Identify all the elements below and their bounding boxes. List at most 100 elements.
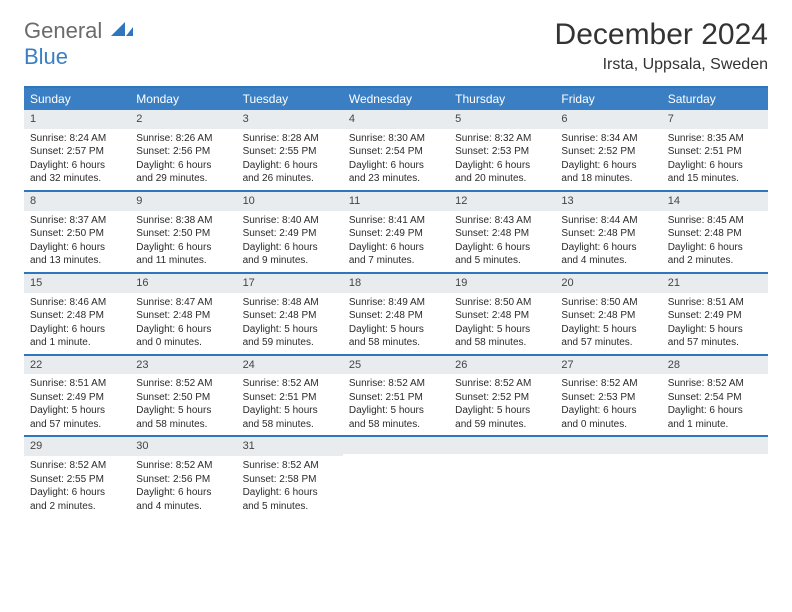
day-number: 22 [24, 356, 130, 375]
daylight-text: Daylight: 5 hours and 57 minutes. [561, 323, 655, 350]
sunset-text: Sunset: 2:56 PM [136, 473, 230, 487]
sunrise-text: Sunrise: 8:52 AM [668, 377, 762, 391]
day-body: Sunrise: 8:48 AMSunset: 2:48 PMDaylight:… [237, 293, 343, 354]
sunset-text: Sunset: 2:49 PM [30, 391, 124, 405]
day-cell: 11Sunrise: 8:41 AMSunset: 2:49 PMDayligh… [343, 192, 449, 272]
sunrise-text: Sunrise: 8:43 AM [455, 214, 549, 228]
daylight-text: Daylight: 6 hours and 11 minutes. [136, 241, 230, 268]
sunset-text: Sunset: 2:58 PM [243, 473, 337, 487]
day-body: Sunrise: 8:52 AMSunset: 2:58 PMDaylight:… [237, 456, 343, 517]
day-number: 11 [343, 192, 449, 211]
day-body: Sunrise: 8:32 AMSunset: 2:53 PMDaylight:… [449, 129, 555, 190]
day-cell: 4Sunrise: 8:30 AMSunset: 2:54 PMDaylight… [343, 110, 449, 190]
day-number: 16 [130, 274, 236, 293]
day-cell: 3Sunrise: 8:28 AMSunset: 2:55 PMDaylight… [237, 110, 343, 190]
daylight-text: Daylight: 6 hours and 23 minutes. [349, 159, 443, 186]
day-cell: 30Sunrise: 8:52 AMSunset: 2:56 PMDayligh… [130, 437, 236, 517]
day-number: 27 [555, 356, 661, 375]
day-cell: 22Sunrise: 8:51 AMSunset: 2:49 PMDayligh… [24, 356, 130, 436]
day-body: Sunrise: 8:52 AMSunset: 2:51 PMDaylight:… [237, 374, 343, 435]
weekday-header: Tuesday [237, 88, 343, 110]
daylight-text: Daylight: 5 hours and 58 minutes. [455, 323, 549, 350]
week-row: 15Sunrise: 8:46 AMSunset: 2:48 PMDayligh… [24, 272, 768, 354]
day-body: Sunrise: 8:24 AMSunset: 2:57 PMDaylight:… [24, 129, 130, 190]
sunset-text: Sunset: 2:48 PM [349, 309, 443, 323]
day-cell: 26Sunrise: 8:52 AMSunset: 2:52 PMDayligh… [449, 356, 555, 436]
sunrise-text: Sunrise: 8:41 AM [349, 214, 443, 228]
sunset-text: Sunset: 2:54 PM [668, 391, 762, 405]
daylight-text: Daylight: 6 hours and 0 minutes. [136, 323, 230, 350]
day-number: 19 [449, 274, 555, 293]
day-body: Sunrise: 8:47 AMSunset: 2:48 PMDaylight:… [130, 293, 236, 354]
day-number: 12 [449, 192, 555, 211]
weekday-header: Friday [555, 88, 661, 110]
sunset-text: Sunset: 2:50 PM [136, 227, 230, 241]
daylight-text: Daylight: 5 hours and 57 minutes. [668, 323, 762, 350]
day-cell: 28Sunrise: 8:52 AMSunset: 2:54 PMDayligh… [662, 356, 768, 436]
sunrise-text: Sunrise: 8:52 AM [136, 459, 230, 473]
day-number: 24 [237, 356, 343, 375]
sunrise-text: Sunrise: 8:50 AM [561, 296, 655, 310]
daylight-text: Daylight: 6 hours and 5 minutes. [243, 486, 337, 513]
day-cell: 20Sunrise: 8:50 AMSunset: 2:48 PMDayligh… [555, 274, 661, 354]
day-number [555, 437, 661, 454]
daylight-text: Daylight: 6 hours and 2 minutes. [668, 241, 762, 268]
daylight-text: Daylight: 6 hours and 26 minutes. [243, 159, 337, 186]
day-body: Sunrise: 8:52 AMSunset: 2:56 PMDaylight:… [130, 456, 236, 517]
sunset-text: Sunset: 2:48 PM [668, 227, 762, 241]
day-cell: 12Sunrise: 8:43 AMSunset: 2:48 PMDayligh… [449, 192, 555, 272]
sunset-text: Sunset: 2:52 PM [561, 145, 655, 159]
sunset-text: Sunset: 2:53 PM [561, 391, 655, 405]
day-number: 31 [237, 437, 343, 456]
day-cell: 25Sunrise: 8:52 AMSunset: 2:51 PMDayligh… [343, 356, 449, 436]
week-row: 22Sunrise: 8:51 AMSunset: 2:49 PMDayligh… [24, 354, 768, 436]
day-body: Sunrise: 8:41 AMSunset: 2:49 PMDaylight:… [343, 211, 449, 272]
weekday-header: Thursday [449, 88, 555, 110]
daylight-text: Daylight: 6 hours and 7 minutes. [349, 241, 443, 268]
week-row: 8Sunrise: 8:37 AMSunset: 2:50 PMDaylight… [24, 190, 768, 272]
day-cell: 17Sunrise: 8:48 AMSunset: 2:48 PMDayligh… [237, 274, 343, 354]
daylight-text: Daylight: 6 hours and 1 minute. [30, 323, 124, 350]
day-number: 7 [662, 110, 768, 129]
sunrise-text: Sunrise: 8:52 AM [136, 377, 230, 391]
brand-text-blue: Blue [24, 44, 68, 69]
sunset-text: Sunset: 2:52 PM [455, 391, 549, 405]
day-number [662, 437, 768, 454]
day-body: Sunrise: 8:49 AMSunset: 2:48 PMDaylight:… [343, 293, 449, 354]
sunset-text: Sunset: 2:57 PM [30, 145, 124, 159]
day-cell: 21Sunrise: 8:51 AMSunset: 2:49 PMDayligh… [662, 274, 768, 354]
sunrise-text: Sunrise: 8:50 AM [455, 296, 549, 310]
day-cell: 2Sunrise: 8:26 AMSunset: 2:56 PMDaylight… [130, 110, 236, 190]
sunset-text: Sunset: 2:48 PM [243, 309, 337, 323]
sunset-text: Sunset: 2:48 PM [561, 227, 655, 241]
month-title: December 2024 [555, 18, 768, 52]
sunrise-text: Sunrise: 8:48 AM [243, 296, 337, 310]
sunset-text: Sunset: 2:48 PM [455, 227, 549, 241]
day-cell: 29Sunrise: 8:52 AMSunset: 2:55 PMDayligh… [24, 437, 130, 517]
day-number: 8 [24, 192, 130, 211]
day-body: Sunrise: 8:52 AMSunset: 2:51 PMDaylight:… [343, 374, 449, 435]
weekday-header: Monday [130, 88, 236, 110]
sunrise-text: Sunrise: 8:49 AM [349, 296, 443, 310]
day-body: Sunrise: 8:28 AMSunset: 2:55 PMDaylight:… [237, 129, 343, 190]
daylight-text: Daylight: 6 hours and 13 minutes. [30, 241, 124, 268]
day-number: 26 [449, 356, 555, 375]
daylight-text: Daylight: 6 hours and 1 minute. [668, 404, 762, 431]
sunrise-text: Sunrise: 8:38 AM [136, 214, 230, 228]
daylight-text: Daylight: 5 hours and 59 minutes. [243, 323, 337, 350]
brand-logo: General Blue [24, 18, 133, 70]
day-number: 30 [130, 437, 236, 456]
brand-sail-icon [111, 25, 133, 42]
sunrise-text: Sunrise: 8:52 AM [243, 459, 337, 473]
day-number: 29 [24, 437, 130, 456]
sunrise-text: Sunrise: 8:52 AM [455, 377, 549, 391]
daylight-text: Daylight: 6 hours and 18 minutes. [561, 159, 655, 186]
day-body: Sunrise: 8:34 AMSunset: 2:52 PMDaylight:… [555, 129, 661, 190]
day-number: 17 [237, 274, 343, 293]
daylight-text: Daylight: 6 hours and 0 minutes. [561, 404, 655, 431]
sunrise-text: Sunrise: 8:28 AM [243, 132, 337, 146]
sunrise-text: Sunrise: 8:52 AM [349, 377, 443, 391]
sunset-text: Sunset: 2:55 PM [30, 473, 124, 487]
daylight-text: Daylight: 5 hours and 57 minutes. [30, 404, 124, 431]
weekday-header: Saturday [662, 88, 768, 110]
